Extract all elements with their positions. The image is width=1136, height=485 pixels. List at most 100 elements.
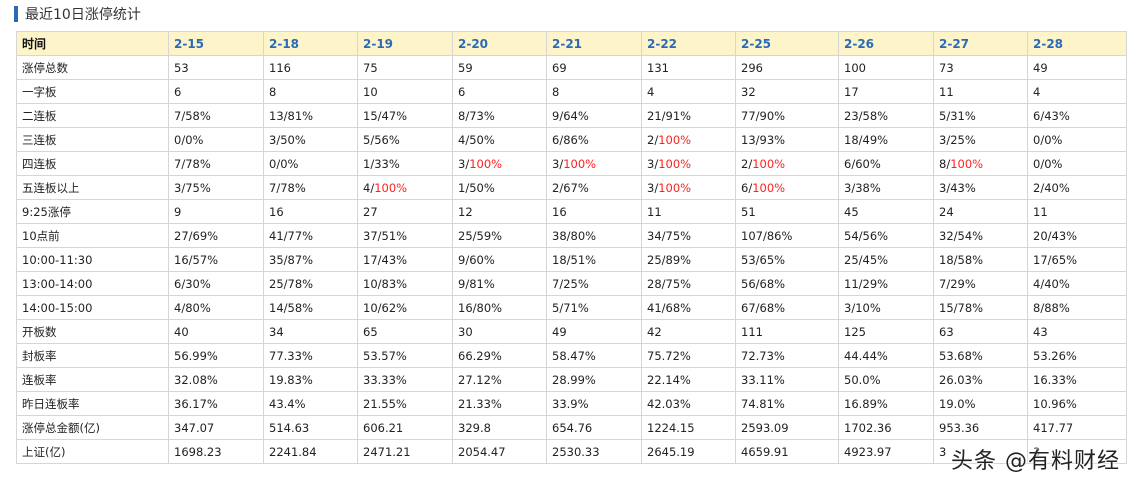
- table-cell: 9/81%: [452, 271, 547, 296]
- table-cell: 41/77%: [263, 223, 358, 248]
- table-row: 二连板 7/58% 13/81% 15/47% 8/73% 9/64% 21/91% 77/9…: [16, 103, 1127, 128]
- row-label: 13:00-14:00: [16, 271, 169, 296]
- cell-value: 53.68%: [939, 348, 983, 363]
- row-label: 14:00-15:00: [16, 295, 169, 320]
- table-cell: 1/50%: [452, 175, 547, 200]
- table-cell: 20/43%: [1027, 223, 1127, 248]
- cell-value: 40: [174, 324, 189, 339]
- table-cell: 107/86%: [735, 223, 839, 248]
- header-cell-date: 2-25: [735, 31, 839, 56]
- row-label: 开板数: [16, 319, 169, 344]
- table-cell: 6/30%: [168, 271, 264, 296]
- cell-value: 75: [363, 60, 378, 75]
- table-cell: 16.33%: [1027, 367, 1127, 392]
- table-cell: 2/67%: [546, 175, 642, 200]
- table-cell: 8: [263, 79, 358, 104]
- table-cell: 41/68%: [641, 295, 736, 320]
- table-cell: 37/51%: [357, 223, 453, 248]
- cell-value: 1224.15: [647, 420, 695, 435]
- cell-value: 16: [269, 204, 284, 219]
- table-cell: 4659.91: [735, 439, 839, 464]
- cell-value: 3: [939, 444, 947, 459]
- cell-value: 42.03%: [647, 396, 691, 411]
- cell-value: 4/: [363, 180, 375, 195]
- table-cell: 67/68%: [735, 295, 839, 320]
- table-cell: 11/29%: [838, 271, 934, 296]
- highlight-value: 100%: [752, 180, 786, 195]
- cell-value: 0/0%: [174, 132, 204, 147]
- cell-value: 9/81%: [458, 276, 495, 291]
- cell-value: 7/29%: [939, 276, 976, 291]
- cell-value: 7/58%: [174, 108, 211, 123]
- row-label: 10:00-11:30: [16, 247, 169, 272]
- table-cell: 28.99%: [546, 367, 642, 392]
- header-cell-time: 时间: [16, 31, 169, 56]
- table-cell: 6/43%: [1027, 103, 1127, 128]
- cell-value: 41/68%: [647, 300, 692, 315]
- table-cell: 7/29%: [933, 271, 1028, 296]
- table-cell: 8: [546, 79, 642, 104]
- table-cell: 53.57%: [357, 343, 453, 368]
- cell-value: 58.47%: [552, 348, 596, 363]
- row-label: 五连板以上: [16, 175, 169, 200]
- table-cell: 17/43%: [357, 247, 453, 272]
- table-cell: 53.68%: [933, 343, 1028, 368]
- table-cell: 49: [546, 319, 642, 344]
- table-row: 涨停总金额(亿) 347.07 514.63 606.21 329.8 654.76 122…: [16, 415, 1127, 440]
- cell-value: 72.73%: [741, 348, 785, 363]
- table-cell: 21/91%: [641, 103, 736, 128]
- table-cell: 3: [933, 439, 1028, 464]
- cell-value: 4/80%: [174, 300, 211, 315]
- table-cell: 347.07: [168, 415, 264, 440]
- header-cell-date: 2-22: [641, 31, 736, 56]
- table-cell: 72.73%: [735, 343, 839, 368]
- table-cell: 4/40%: [1027, 271, 1127, 296]
- table-cell: 12: [452, 199, 547, 224]
- table-cell: 6: [452, 79, 547, 104]
- table-cell: 3/38%: [838, 175, 934, 200]
- cell-value: 17: [844, 84, 859, 99]
- table-cell: 58.47%: [546, 343, 642, 368]
- cell-value: 13/93%: [741, 132, 786, 147]
- cell-value: 50.0%: [844, 372, 881, 387]
- cell-value: 19.0%: [939, 396, 976, 411]
- cell-value: 23/58%: [844, 108, 889, 123]
- table-cell: 16: [546, 199, 642, 224]
- table-cell: 27.12%: [452, 367, 547, 392]
- table-cell: 7/58%: [168, 103, 264, 128]
- cell-value: 1/33%: [363, 156, 400, 171]
- table-cell: 11: [641, 199, 736, 224]
- cell-value: 4659.91: [741, 444, 789, 459]
- cell-value: 2593.09: [741, 420, 789, 435]
- cell-value: 21.33%: [458, 396, 502, 411]
- cell-value: 8: [269, 84, 277, 99]
- table-cell: 1224.15: [641, 415, 736, 440]
- row-label: 昨日连板率: [16, 391, 169, 416]
- cell-value: 43: [1033, 324, 1048, 339]
- table-cell: 9/60%: [452, 247, 547, 272]
- cell-value: 16: [552, 204, 567, 219]
- table-cell: 2054.47: [452, 439, 547, 464]
- table-row: 三连板 0/0% 3/50% 5/56% 4/50% 6/86% 2/100% 13/93% 1…: [16, 127, 1127, 152]
- table-cell: 4/100%: [357, 175, 453, 200]
- table-cell: 296: [735, 55, 839, 80]
- cell-value: 4/50%: [458, 132, 495, 147]
- table-cell: 19.0%: [933, 391, 1028, 416]
- table-cell: 10/83%: [357, 271, 453, 296]
- cell-value: 13/81%: [269, 108, 314, 123]
- cell-value: 19.83%: [269, 372, 313, 387]
- row-label: 上证(亿): [16, 439, 169, 464]
- highlight-value: 100%: [658, 180, 692, 195]
- watermark: 头条 @有料财经: [951, 449, 1120, 474]
- table-cell: 11: [1027, 199, 1127, 224]
- cell-value: 8/: [939, 156, 951, 171]
- table-cell: 33.11%: [735, 367, 839, 392]
- cell-value: 116: [269, 60, 291, 75]
- title-accent-bar: [14, 6, 18, 22]
- cell-value: 1/50%: [458, 180, 495, 195]
- cell-value: 11: [1033, 204, 1048, 219]
- table-cell: 77/90%: [735, 103, 839, 128]
- cell-value: 33.11%: [741, 372, 785, 387]
- table-cell: 77.33%: [263, 343, 358, 368]
- cell-value: 3/: [647, 156, 659, 171]
